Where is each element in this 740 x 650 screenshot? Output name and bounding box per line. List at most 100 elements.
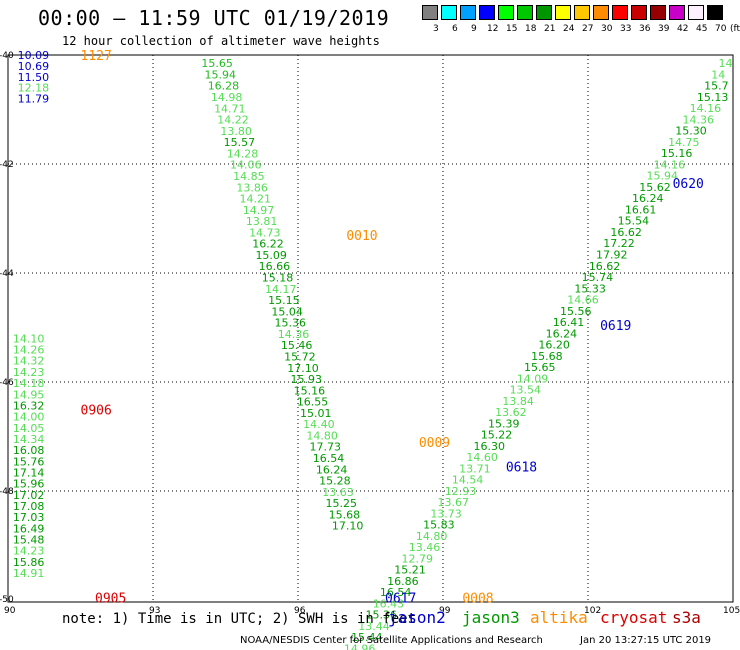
- wave-height-label: 15.39: [488, 417, 520, 430]
- lat-tick-label: -46: [0, 378, 14, 388]
- legend-swatch: [574, 5, 590, 20]
- pass-time-label: 0010: [346, 229, 377, 244]
- legend-swatch: [650, 5, 666, 20]
- wave-height-label: 14.73: [249, 226, 281, 239]
- grid-lines: [8, 55, 733, 602]
- legend-swatch: [517, 5, 533, 20]
- legend-label: 39: [658, 24, 670, 34]
- legend-label: 6: [452, 24, 458, 34]
- lat-tick-label: -40: [0, 51, 14, 61]
- wave-height-label: 15.09: [255, 249, 287, 262]
- wave-height-label: 16.55: [297, 396, 329, 409]
- wave-height-label: 14.26: [13, 344, 45, 357]
- wave-height-label: 14.16: [654, 158, 686, 171]
- pass-time-label: 0008: [462, 591, 493, 606]
- wave-height-label: 15.22: [481, 429, 513, 442]
- page-title: 00:00 – 11:59 UTC 01/19/2019: [38, 6, 390, 30]
- lon-tick-label: 90: [4, 606, 16, 616]
- wave-height-label: 10.09: [18, 49, 49, 62]
- wave-height-label: 13.46: [409, 541, 441, 554]
- pass-time-label: 0617: [385, 591, 416, 606]
- wave-height-label: 15.68: [531, 350, 563, 363]
- wave-height-label: 15.74: [582, 271, 614, 284]
- wave-height-label: 14.28: [227, 147, 259, 160]
- wave-height-label: 12.93: [445, 485, 477, 498]
- wave-height-label: 15.28: [319, 475, 351, 488]
- plot-frame: [7, 54, 734, 603]
- wave-height-label: 13.84: [502, 395, 534, 408]
- wave-height-label: 14.06: [230, 159, 262, 172]
- wave-height-label: 14.80: [416, 530, 448, 543]
- legend-swatch: [479, 5, 495, 20]
- wave-height-label: 14.17: [265, 283, 297, 296]
- pass-time-label: 0618: [506, 460, 537, 475]
- wave-height-label: 15.94: [646, 170, 678, 183]
- wave-height-label: 13.80: [220, 125, 252, 138]
- wave-height-label: 11.79: [18, 93, 49, 106]
- wave-height-label: 16.41: [553, 316, 585, 329]
- wave-height-label: 14.10: [13, 332, 45, 345]
- wave-height-label: 15.57: [224, 136, 256, 149]
- wave-height-label: 16.54: [313, 452, 345, 465]
- wave-height-label: 14.95: [13, 388, 45, 401]
- wave-height-label: 15.68: [329, 508, 361, 521]
- wave-height-label: 17.14: [13, 466, 45, 479]
- lat-tick-label: -50: [0, 595, 14, 605]
- wave-height-label: 10.69: [18, 60, 49, 73]
- wave-height-label: 14.91: [13, 567, 45, 580]
- wave-height-label: 15.36: [275, 317, 307, 330]
- wave-height-label: 14.96: [344, 642, 376, 650]
- wave-height-label: 15.33: [574, 282, 606, 295]
- wave-height-label: 15.56: [560, 305, 592, 318]
- wave-height-label: 15.16: [294, 384, 326, 397]
- legend-label: 24: [563, 24, 575, 34]
- pass-time-label: 1127: [81, 49, 112, 64]
- wave-height-label: 13.54: [510, 384, 542, 397]
- wave-height-label: 13.73: [430, 507, 462, 520]
- wave-height-label: 17.10: [287, 362, 319, 375]
- satellite-s3a: s3a: [672, 608, 701, 627]
- wave-height-label: 16.54: [380, 586, 412, 599]
- wave-height-label: 15.36: [365, 609, 397, 622]
- wave-height-label: 14.36: [278, 328, 310, 341]
- wave-height-label: 16.28: [208, 80, 240, 93]
- wave-height-label: 14.09: [517, 372, 549, 385]
- legend-swatch: [612, 5, 628, 20]
- wave-height-label: 13.44: [358, 620, 390, 633]
- axis-ticks: 90 93 96 99 102 105 -40 -42 -44 -46 -48 -50: [0, 51, 740, 616]
- wave-height-label: 15.25: [325, 497, 357, 510]
- pass-time-label: 0620: [673, 177, 704, 192]
- wave-height-label: 17.92: [596, 248, 628, 261]
- lon-tick-label: 105: [723, 606, 740, 616]
- wave-height-label: 16.32: [13, 399, 45, 412]
- pass-time-labels: 1127 0010 0009 0008 0906 0905 0620 0619 0618 0617: [81, 49, 704, 606]
- wave-height-label: 16.66: [259, 260, 291, 273]
- wave-height-label: 14.80: [306, 429, 338, 442]
- wave-height-label: 15.96: [13, 478, 45, 491]
- wave-height-label: 14.98: [211, 91, 243, 104]
- wave-height-label: 15.86: [13, 556, 45, 569]
- wave-height-label: 15.30: [675, 125, 707, 138]
- footer-note: note: 1) Time is in UTC; 2) SWH is in fe…: [62, 611, 417, 627]
- legend-label: 33: [620, 24, 632, 34]
- wave-height-label: 15.18: [262, 272, 294, 285]
- wave-height-label: 14: [711, 68, 725, 81]
- pass-time-label: 0906: [81, 403, 112, 418]
- wave-height-label: 15.16: [661, 147, 693, 160]
- wave-height-label: 16.24: [632, 192, 664, 205]
- wave-height-label: 14.21: [240, 193, 271, 206]
- wave-height-label: 15.72: [284, 350, 316, 363]
- satellite-jason3: jason3: [462, 608, 520, 627]
- wave-height-label: 13.81: [246, 215, 277, 228]
- footer-credit: NOAA/NESDIS Center for Satellite Applica…: [240, 635, 543, 646]
- legend-swatch: [460, 5, 476, 20]
- legend-swatch: [688, 5, 704, 20]
- wave-height-label: 15.62: [639, 181, 671, 194]
- wave-height-label: 12.79: [402, 552, 434, 565]
- wave-height-label: 12.18: [18, 82, 49, 95]
- legend-label: 70: [715, 24, 727, 34]
- wave-height-label: 16.20: [538, 339, 570, 352]
- wave-height-label: 15.21: [394, 564, 426, 577]
